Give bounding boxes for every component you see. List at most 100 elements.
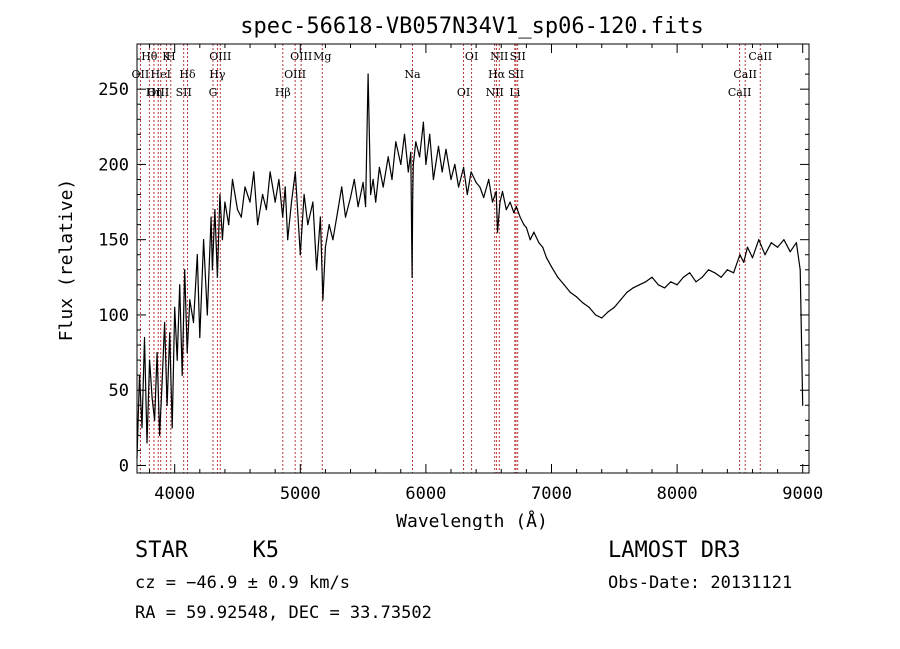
class-label: STAR xyxy=(135,538,188,563)
data-point xyxy=(370,193,372,196)
data-point xyxy=(337,208,339,211)
spectral-line-label: SII xyxy=(510,50,526,63)
spectral-line-label: Li xyxy=(509,86,520,99)
data-point xyxy=(367,73,369,75)
data-point xyxy=(479,186,481,188)
data-point xyxy=(184,269,186,271)
data-point xyxy=(153,419,156,421)
spectral-line-label: Hη xyxy=(146,86,162,99)
data-point xyxy=(542,246,544,248)
data-point xyxy=(529,239,531,241)
data-point xyxy=(651,276,653,278)
x-tick-label: 8000 xyxy=(657,484,698,504)
spectral-line-label: OIII xyxy=(147,86,169,99)
plot-frame xyxy=(136,43,810,474)
data-point xyxy=(764,254,766,256)
data-point xyxy=(412,163,414,166)
data-point xyxy=(802,404,804,406)
x-tick-label: 9000 xyxy=(782,484,823,504)
data-point xyxy=(720,276,722,278)
data-point xyxy=(387,156,389,158)
data-point xyxy=(613,306,615,309)
spectral-line-label: SII xyxy=(176,86,192,99)
data-point xyxy=(206,314,208,316)
data-point xyxy=(545,257,548,259)
data-point xyxy=(663,287,666,289)
data-point xyxy=(499,201,501,203)
data-point xyxy=(262,193,264,196)
data-point xyxy=(265,208,267,211)
data-point xyxy=(256,224,259,226)
data-point xyxy=(632,287,634,289)
data-point xyxy=(505,208,507,211)
data-point xyxy=(391,178,393,181)
data-point xyxy=(141,427,143,429)
spectral-line-label: CaII xyxy=(733,68,757,81)
spectral-line-label: Mg xyxy=(313,50,331,63)
data-point xyxy=(174,306,176,309)
data-point xyxy=(159,434,161,436)
data-point xyxy=(179,284,181,286)
data-point xyxy=(287,239,289,241)
data-point xyxy=(412,196,414,199)
data-point xyxy=(457,186,460,188)
data-point xyxy=(513,211,515,214)
redshift-label: cz = −46.9 ± 0.9 km/s xyxy=(135,573,350,593)
data-point xyxy=(519,216,521,218)
data-point xyxy=(284,186,286,188)
data-point xyxy=(192,321,195,324)
data-point xyxy=(607,311,609,313)
data-point xyxy=(249,201,251,203)
data-point xyxy=(410,151,412,153)
data-point xyxy=(411,276,413,278)
x-tick-label: 6000 xyxy=(405,484,446,504)
data-point xyxy=(450,178,452,181)
data-point xyxy=(483,196,485,199)
spectral-line-label: CaII xyxy=(748,50,772,63)
data-point xyxy=(164,321,166,324)
y-axis-label: Flux (relative) xyxy=(56,179,77,342)
data-point xyxy=(322,299,324,301)
data-point xyxy=(437,145,440,147)
data-point xyxy=(176,359,178,361)
spectral-line-label: Na xyxy=(404,68,421,81)
data-point xyxy=(214,208,216,211)
data-point xyxy=(357,205,359,208)
data-point xyxy=(676,284,678,286)
data-point xyxy=(294,171,296,173)
spectral-line-label: OI xyxy=(457,86,470,99)
data-point xyxy=(253,171,255,173)
data-point xyxy=(224,201,226,203)
data-point xyxy=(454,163,456,166)
spectral-line-label: OIII xyxy=(209,50,231,63)
data-point xyxy=(221,239,224,241)
data-point xyxy=(143,336,146,339)
data-point xyxy=(365,205,367,208)
data-point xyxy=(557,276,559,278)
data-point xyxy=(533,231,535,233)
x-axis: 4000 5000 6000 7000 8000 9000 xyxy=(149,44,823,504)
data-point xyxy=(501,190,504,193)
data-point xyxy=(682,276,684,278)
spectral-line-label: Hδ xyxy=(179,68,196,81)
data-point xyxy=(146,442,148,444)
spectral-line-label: OIII xyxy=(290,50,312,63)
spectrum-chart: spec-56618-VB057N34V1_sp06-120.fits Hθ OI… xyxy=(56,14,823,530)
data-point xyxy=(462,166,465,169)
data-point xyxy=(576,296,578,298)
data-point xyxy=(509,201,511,203)
data-point xyxy=(407,171,409,173)
data-point xyxy=(403,133,406,135)
y-axis: 0 50 100 150 200 250 xyxy=(98,58,809,476)
series-line-flux xyxy=(136,73,804,458)
data-point xyxy=(538,242,540,244)
data-point xyxy=(619,299,622,301)
data-point xyxy=(746,246,749,248)
data-point xyxy=(751,257,754,259)
data-point xyxy=(196,254,198,256)
data-point xyxy=(525,227,527,229)
data-point xyxy=(400,163,402,166)
data-point xyxy=(695,281,697,283)
data-point xyxy=(274,201,276,203)
spectral-line-label: Hθ xyxy=(141,50,158,63)
